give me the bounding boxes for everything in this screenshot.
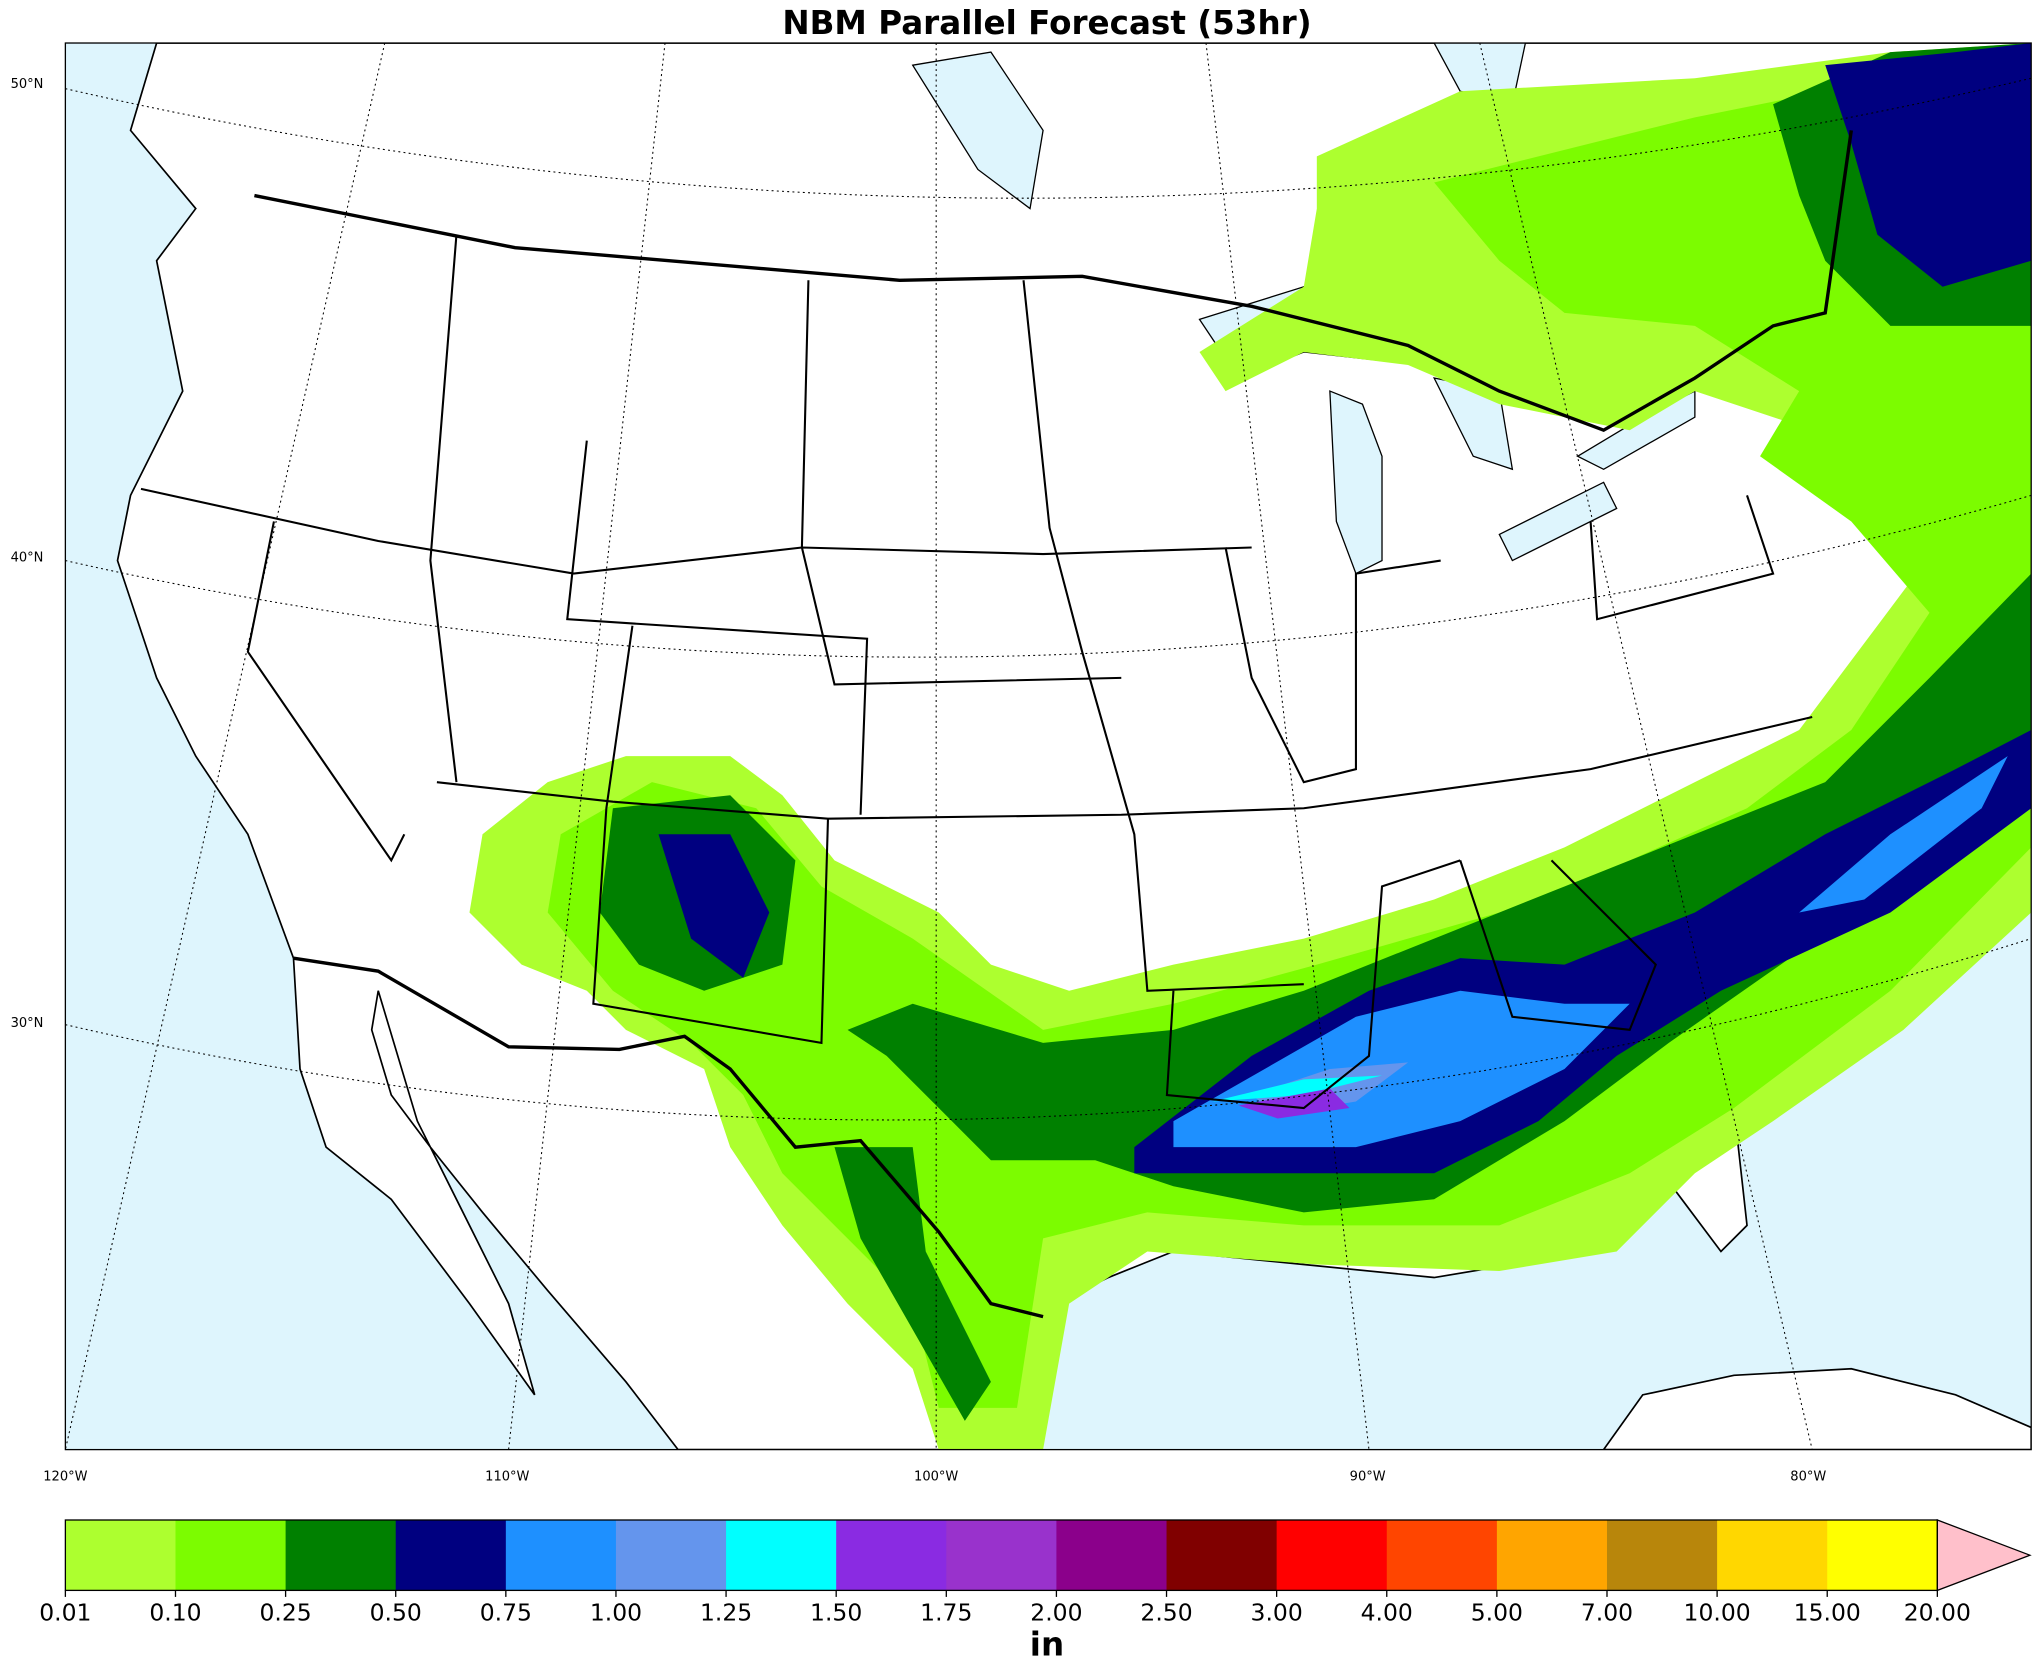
precip-part: [1212, 1075, 1383, 1102]
colorbar-segment: [1386, 1519, 1498, 1591]
lon-label: 120°W: [43, 1469, 87, 1484]
graticule-part: [65, 938, 2032, 1121]
map: [65, 43, 2032, 1450]
lon-label: 110°W: [485, 1469, 529, 1484]
colorbar-segment: [615, 1519, 727, 1591]
graticule-part: [65, 43, 386, 1450]
lon-label: 100°W: [914, 1469, 958, 1484]
colorbar-segment: [395, 1519, 507, 1591]
title: NBM Parallel Forecast (53hr): [782, 4, 1311, 42]
colorbar-tick-label: 15.00: [1794, 1598, 1861, 1626]
colorbar-segment: [726, 1519, 837, 1591]
borders-part: [246, 521, 406, 863]
map-labels: 50°N 40°N 30°N 120°W 110°W 100°W 90°W 80°W: [11, 77, 1827, 1484]
borders-part: [1224, 547, 1441, 784]
graticule-part: [1205, 43, 1370, 1450]
colorbar-tick-label: 0.75: [480, 1598, 532, 1626]
borders-part: [1165, 859, 1461, 1110]
colorbar-segment: [1166, 1519, 1278, 1591]
colorbar-segment: [1056, 1519, 1168, 1591]
borders-part: [566, 440, 869, 815]
colorbar-segment: [1717, 1519, 1828, 1591]
borders-part: [1589, 495, 1775, 621]
colorbar-segment: [285, 1519, 397, 1591]
colorbar-tick-label: 20.00: [1904, 1598, 1971, 1626]
colorbar-segment: [946, 1519, 1058, 1591]
colorbar-tick-label: 5.00: [1471, 1598, 1523, 1626]
precip: [469, 43, 2032, 1450]
lat-label: 40°N: [11, 550, 44, 565]
colorbar-tick-label: 2.50: [1140, 1598, 1192, 1626]
lat-label: 50°N: [11, 77, 44, 92]
colorbar-segment: [836, 1519, 947, 1591]
colorbar-tick-label: 0.25: [259, 1598, 311, 1626]
precip-part: [834, 1147, 991, 1421]
lakes-part: [1498, 481, 1618, 562]
colorbar-segment: [65, 1519, 177, 1591]
graticule-part: [1479, 43, 1813, 1450]
borders-part: [429, 234, 458, 783]
colorbar-tick-label: 1.75: [920, 1598, 972, 1626]
lakes-part: [1329, 390, 1383, 575]
colorbar-segment: [175, 1519, 287, 1591]
colorbar-segment: [505, 1519, 617, 1591]
lon-label: 80°W: [1790, 1469, 1826, 1484]
borders: [140, 130, 1853, 1319]
borders-part: [140, 487, 1252, 575]
precip-part: [658, 834, 770, 978]
colorbar-segment: [1496, 1519, 1608, 1591]
borders-part: [254, 130, 1853, 433]
colorbar-tick-label: 2.00: [1030, 1598, 1082, 1626]
graticule: [65, 43, 2032, 1450]
colorbar-tick-label: 1.25: [700, 1598, 752, 1626]
colorbar-tick-label: 4.00: [1361, 1598, 1413, 1626]
graticule-part: [508, 43, 666, 1450]
land: [1602, 1367, 2032, 1450]
colorbar-tick-label: 0.10: [149, 1598, 201, 1626]
colorbar-tick-label: 7.00: [1581, 1598, 1633, 1626]
lon-label: 90°W: [1350, 1469, 1386, 1484]
lat-label: 30°N: [11, 1016, 44, 1031]
precip-part: [1799, 756, 2008, 913]
borders-part: [436, 715, 1813, 820]
colorbar-tick-label: 10.00: [1684, 1598, 1751, 1626]
colorbar-tick-label: 0.01: [39, 1598, 91, 1626]
borders-part: [592, 625, 830, 1045]
borders-part: [1022, 280, 1304, 992]
borders-part: [1459, 859, 1657, 1031]
colorbar-segment: [1606, 1519, 1718, 1591]
colorbar-segment: [1276, 1519, 1388, 1591]
precip-part: [1825, 43, 2032, 287]
graticule-part: [65, 494, 2032, 658]
borders-part: [800, 280, 1122, 686]
precip-part: [1238, 1088, 1350, 1119]
borders-part: [293, 956, 1044, 1319]
graticule-part: [65, 77, 2032, 199]
colorbar-tick-label: 1.50: [810, 1598, 862, 1626]
map-frame: [64, 42, 2032, 1451]
colorbar: 0.01 0.10 0.25 0.50 0.75 1.00 1.25 1.50 1.75 2.00…: [39, 1519, 2032, 1663]
colorbar-tick-label: 0.50: [370, 1598, 422, 1626]
colorbar-tick-label: 1.00: [590, 1598, 642, 1626]
colorbar-tick-label: 3.00: [1251, 1598, 1303, 1626]
colorbar-label: in: [1030, 1625, 1064, 1663]
colorbar-segment: [1827, 1519, 1938, 1591]
colorbar-extend: [1936, 1519, 2032, 1592]
lakes-part: [911, 51, 1044, 210]
colorbar-frame: [64, 1519, 1938, 1592]
